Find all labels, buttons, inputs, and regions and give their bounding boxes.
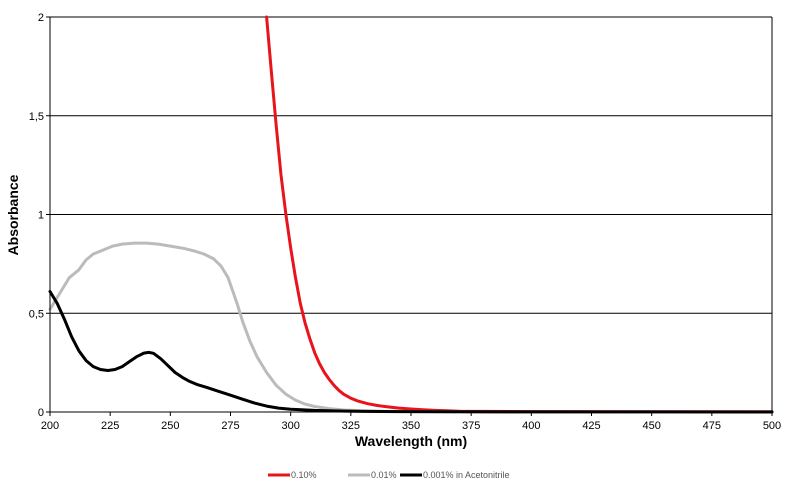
tick-labels: 0 0,5 1 1,5 2 200 225 250 275 300 325 350 375 400 425 4…: [29, 12, 781, 432]
x-tick-label: 400: [522, 420, 540, 432]
x-tick-label: 200: [41, 420, 59, 432]
x-tick-label: 375: [462, 420, 480, 432]
series-lines: [48, 15, 774, 414]
x-tick-label: 325: [342, 420, 360, 432]
y-tick-label: 0: [38, 407, 44, 419]
y-tick-label: 0,5: [29, 308, 44, 320]
x-tick-label: 275: [221, 420, 239, 432]
x-tick-label: 250: [161, 420, 179, 432]
x-tick-label: 475: [703, 420, 721, 432]
legend-label-2: 0.001% in Acetonitrile: [423, 470, 510, 480]
legend: 0.10% 0.01% 0.001% in Acetonitrile: [268, 470, 510, 480]
x-tick-label: 425: [582, 420, 600, 432]
x-tick-label: 500: [763, 420, 781, 432]
axes: [46, 16, 773, 416]
y-axis-title: Absorbance: [5, 174, 21, 255]
y-tick-label: 1,5: [29, 111, 44, 123]
legend-label-0: 0.10%: [291, 470, 317, 480]
x-axis-title: Wavelength (nm): [355, 433, 467, 449]
x-tick-label: 450: [642, 420, 660, 432]
y-tick-label: 2: [38, 12, 44, 24]
series-line-1: [48, 241, 774, 414]
gridlines: [50, 16, 772, 314]
series-line-2: [48, 290, 774, 414]
x-tick-label: 350: [402, 420, 420, 432]
x-tick-label: 300: [281, 420, 299, 432]
y-tick-label: 1: [38, 210, 44, 222]
legend-label-1: 0.01%: [371, 470, 397, 480]
x-tick-label: 225: [101, 420, 119, 432]
